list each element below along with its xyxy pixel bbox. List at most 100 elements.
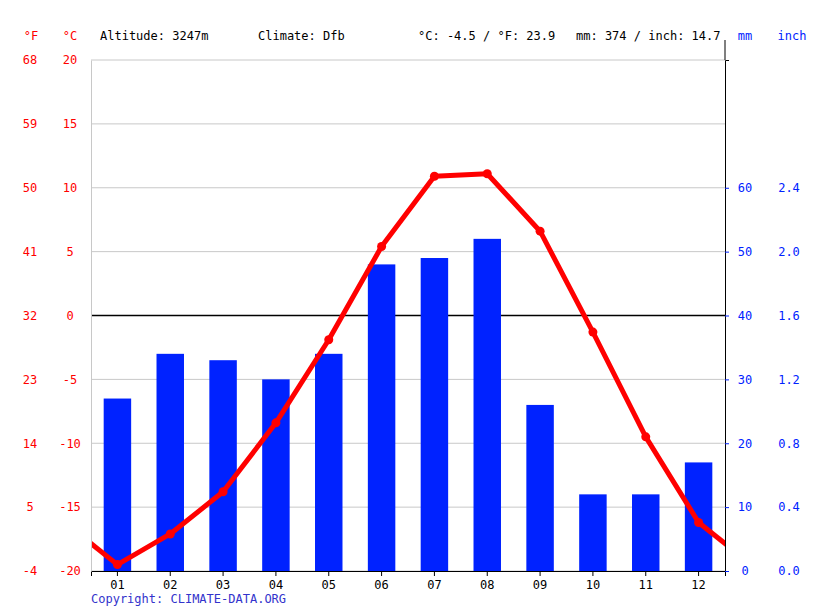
axis-line — [726, 61, 730, 572]
tick-label: 68 — [23, 53, 37, 67]
tick-label: 0.0 — [778, 564, 800, 578]
header-text: Altitude: 3247m — [100, 29, 208, 43]
line-wrap — [699, 522, 725, 564]
grid-line — [91, 379, 725, 380]
tick-label: -4 — [23, 564, 37, 578]
tick-label: 11 — [639, 578, 653, 592]
tick-label: 41 — [23, 245, 37, 259]
tick: 0.8 — [725, 437, 800, 451]
tick: 0.0 — [725, 564, 800, 578]
x-axis: 010203040506070809101112 — [92, 571, 726, 592]
bar — [579, 494, 606, 571]
marker — [219, 487, 228, 496]
tick: -4 — [23, 564, 91, 578]
tick-label: -10 — [59, 437, 81, 451]
axis-line — [725, 40, 726, 60]
tick: 30 — [725, 373, 752, 387]
zero-line — [91, 315, 725, 317]
bar — [209, 360, 236, 571]
tick: 09 — [533, 571, 547, 592]
tick-label: 20 — [738, 437, 752, 451]
marker — [694, 518, 703, 527]
tick: 2.4 — [725, 181, 800, 195]
bar — [685, 462, 712, 571]
tick-label: 50 — [738, 245, 752, 259]
tick: 50 — [23, 181, 91, 195]
copyright: Copyright: CLIMATE-DATA.ORG — [91, 592, 286, 606]
tick: 07 — [427, 571, 441, 592]
header-text: Climate: Dfb — [258, 29, 345, 43]
grid-line — [91, 251, 725, 252]
tick: 14 — [23, 437, 91, 451]
tick: 2.0 — [725, 245, 800, 259]
tick-mark — [434, 571, 435, 576]
tick-mark — [540, 571, 541, 576]
tick-label: 1.6 — [778, 309, 800, 323]
y2-axis: 0102030405060 — [725, 61, 752, 579]
tick: 02 — [163, 571, 177, 592]
tick-mark — [170, 571, 171, 576]
tick-label: 40 — [738, 309, 752, 323]
marker — [166, 529, 175, 538]
axis-line — [725, 61, 726, 572]
marker — [588, 328, 597, 337]
tick: 15 — [63, 117, 91, 131]
tick: 12 — [691, 571, 705, 592]
tick-label: 23 — [23, 373, 37, 387]
tick-label: 30 — [738, 373, 752, 387]
tick-label: -20 — [59, 564, 81, 578]
tick-label: 02 — [163, 578, 177, 592]
tick-mark — [725, 571, 729, 572]
tick: -5 — [63, 373, 91, 387]
tick: 60 — [725, 181, 752, 195]
axis-line — [91, 61, 92, 572]
tick-label: 20 — [63, 53, 77, 67]
bar — [474, 239, 501, 571]
tick-mark — [328, 571, 329, 576]
tick-mark — [487, 571, 488, 576]
tick-label: 0 — [66, 309, 73, 323]
plot-area — [91, 169, 725, 571]
tick-label: 1.2 — [778, 373, 800, 387]
tick-mark — [381, 571, 382, 576]
bar — [104, 399, 131, 571]
tick: 23 — [23, 373, 91, 387]
tick-mark — [275, 571, 276, 576]
tick: -10 — [59, 437, 91, 451]
axis-line — [91, 61, 92, 572]
tick: 04 — [269, 571, 283, 592]
tick-label: 0.8 — [778, 437, 800, 451]
tick-label: 14 — [23, 437, 37, 451]
tick: 41 — [23, 245, 91, 259]
tick-mark — [117, 571, 118, 576]
bar — [632, 494, 659, 571]
tick-mark — [592, 571, 593, 576]
y-axis: -20-15-10-505101520 — [59, 53, 91, 578]
tick-mark — [725, 443, 729, 444]
tick: 5 — [66, 245, 91, 259]
tick-label: 08 — [480, 578, 494, 592]
marker — [536, 227, 545, 236]
tick-label: 2.0 — [778, 245, 800, 259]
grid-line — [91, 123, 725, 124]
tick-label: 32 — [23, 309, 37, 323]
tick-mark — [725, 188, 729, 189]
tick-mark — [725, 507, 729, 508]
tick: 1.6 — [725, 309, 800, 323]
unit-label: inch — [778, 29, 807, 43]
tick: -20 — [59, 564, 91, 578]
tick: 40 — [725, 309, 752, 323]
tick-label: 5 — [26, 500, 33, 514]
marker — [641, 432, 650, 441]
tick: 08 — [480, 571, 494, 592]
tick-label: 0.4 — [778, 500, 800, 514]
tick-label: 10 — [586, 578, 600, 592]
axis-line — [92, 572, 726, 577]
grid — [91, 60, 725, 571]
tick: 68 — [23, 53, 91, 67]
tick: 0.4 — [725, 500, 800, 514]
tick: 20 — [725, 437, 752, 451]
tick-mark — [725, 379, 729, 380]
bar — [315, 354, 342, 571]
marker — [113, 560, 122, 569]
